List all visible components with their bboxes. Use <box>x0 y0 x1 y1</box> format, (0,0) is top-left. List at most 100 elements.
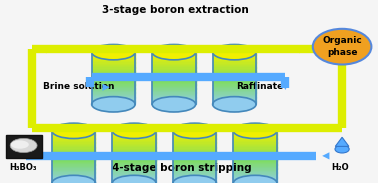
Bar <box>234 176 277 178</box>
Bar <box>113 133 156 135</box>
Bar <box>173 175 216 176</box>
Bar <box>234 142 277 144</box>
Bar <box>52 146 95 148</box>
Bar <box>113 170 156 171</box>
Bar <box>234 162 277 163</box>
Bar <box>212 83 256 85</box>
Bar <box>152 87 196 89</box>
Bar <box>52 180 95 182</box>
Bar <box>173 158 216 160</box>
Bar <box>52 140 95 141</box>
Bar <box>52 136 95 137</box>
Bar <box>173 149 216 150</box>
Bar <box>113 136 156 137</box>
Ellipse shape <box>91 44 135 60</box>
Ellipse shape <box>212 44 256 60</box>
Bar <box>113 164 156 166</box>
Bar <box>113 159 156 161</box>
Bar <box>173 180 216 182</box>
Bar <box>152 53 196 55</box>
Bar <box>152 54 196 56</box>
Bar <box>113 168 156 170</box>
Bar <box>91 74 135 76</box>
Bar <box>152 58 196 60</box>
Bar <box>234 180 277 182</box>
Bar <box>212 75 256 77</box>
Bar <box>91 61 135 63</box>
Bar <box>113 180 156 182</box>
Bar <box>234 145 277 146</box>
Bar <box>91 92 135 94</box>
Bar <box>173 171 216 173</box>
Bar <box>234 154 277 156</box>
Ellipse shape <box>113 123 156 139</box>
Bar <box>212 66 256 68</box>
Bar <box>212 71 256 73</box>
Bar <box>52 157 95 158</box>
Bar <box>234 166 277 167</box>
Bar <box>113 167 156 169</box>
Bar <box>91 75 135 77</box>
Bar <box>234 155 277 157</box>
Bar <box>113 163 156 165</box>
Bar <box>113 166 156 167</box>
Bar <box>173 153 216 154</box>
Bar <box>91 79 135 81</box>
Bar <box>52 166 95 167</box>
Bar <box>173 179 216 180</box>
Bar <box>113 154 156 156</box>
Bar <box>234 168 277 170</box>
Bar <box>91 81 135 82</box>
Bar <box>234 158 277 160</box>
Bar <box>91 58 135 60</box>
Bar <box>91 64 135 65</box>
Bar <box>212 65 256 66</box>
Ellipse shape <box>10 138 37 153</box>
Bar <box>52 167 95 169</box>
Bar <box>52 176 95 178</box>
Bar <box>152 79 196 81</box>
Bar <box>152 84 196 86</box>
Bar <box>152 56 196 57</box>
Bar <box>212 100 256 102</box>
Bar <box>152 52 196 53</box>
Bar <box>152 83 196 85</box>
Bar <box>91 65 135 66</box>
Bar <box>113 149 156 150</box>
Bar <box>152 88 196 90</box>
Bar <box>234 170 277 171</box>
Bar <box>173 162 216 163</box>
Bar <box>52 143 95 145</box>
Text: 3-stage boron extraction: 3-stage boron extraction <box>102 5 249 15</box>
Bar <box>212 67 256 69</box>
Bar <box>113 160 156 162</box>
Bar <box>152 61 196 63</box>
Bar <box>212 60 256 61</box>
Bar <box>113 150 156 152</box>
Bar <box>152 66 196 68</box>
Bar <box>173 147 216 149</box>
Bar <box>91 96 135 98</box>
Bar <box>212 76 256 78</box>
Bar <box>52 159 95 161</box>
Bar <box>52 162 95 163</box>
Bar <box>113 158 156 160</box>
Bar <box>152 92 196 94</box>
Bar <box>113 137 156 139</box>
Ellipse shape <box>52 123 95 139</box>
Bar <box>91 53 135 55</box>
Bar <box>234 147 277 149</box>
Bar <box>152 81 196 82</box>
Bar <box>173 167 216 169</box>
Bar <box>234 179 277 180</box>
Bar <box>91 100 135 102</box>
Bar <box>212 92 256 94</box>
Ellipse shape <box>91 97 135 112</box>
Bar <box>91 99 135 100</box>
Bar <box>113 146 156 148</box>
Bar <box>152 95 196 96</box>
Bar <box>113 176 156 178</box>
Bar <box>152 103 196 104</box>
Bar <box>52 179 95 180</box>
Ellipse shape <box>52 175 95 183</box>
